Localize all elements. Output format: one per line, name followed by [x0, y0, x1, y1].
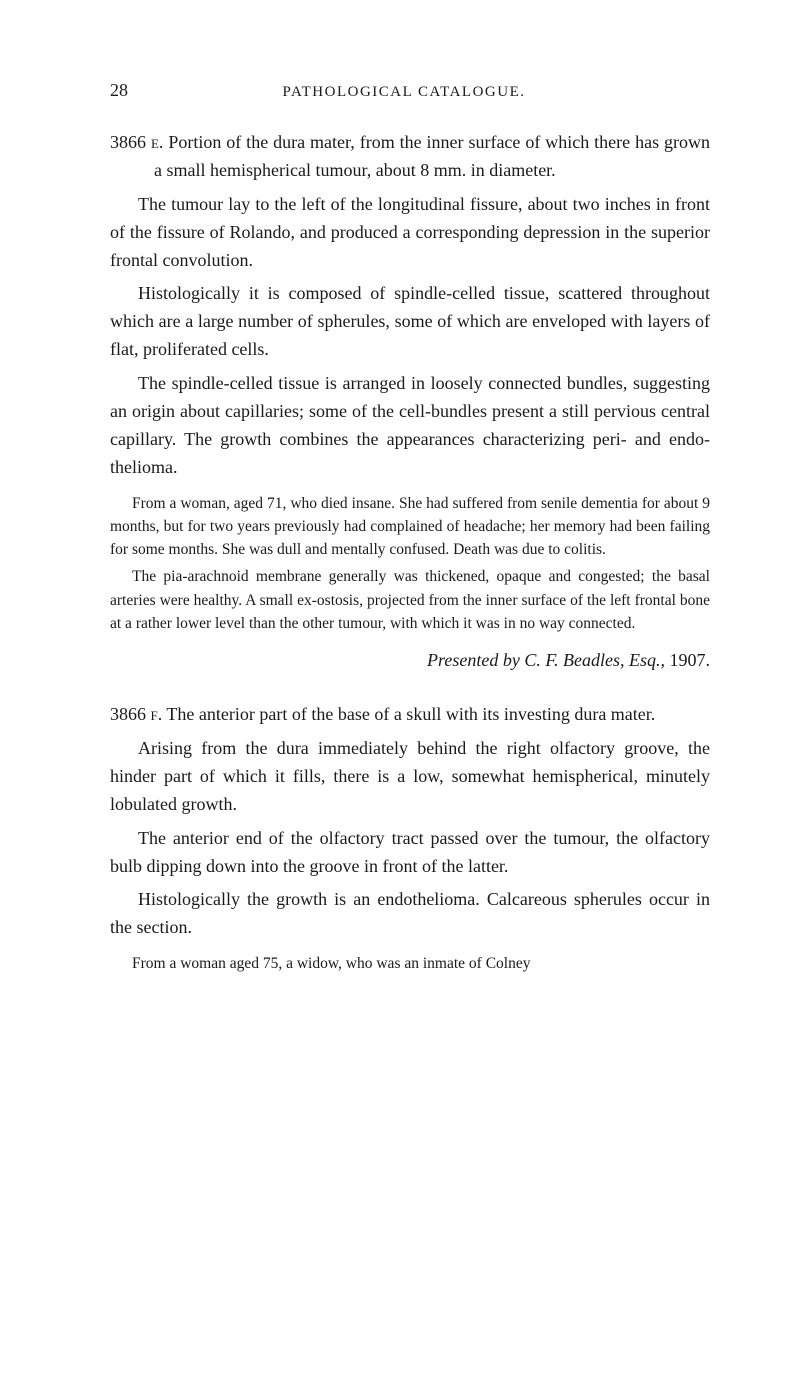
entry-paragraph: The anterior end of the olfactory tract …	[110, 825, 710, 881]
case-note-paragraph: The pia-arachnoid membrane generally was…	[110, 565, 710, 635]
entry-suffix: f	[151, 704, 158, 724]
entry-paragraph: Arising from the dura immediately behind…	[110, 735, 710, 819]
entry-paragraph: 3866 f. The anterior part of the base of…	[110, 701, 710, 729]
entry-text: Portion of the dura mater, from the inne…	[154, 132, 710, 180]
case-note: From a woman, aged 71, who died insane. …	[110, 492, 710, 636]
case-note-paragraph: From a woman aged 75, a widow, who was a…	[110, 952, 710, 975]
entry-paragraph: Histologically it is composed of spindle…	[110, 280, 710, 364]
page-number: 28	[110, 80, 128, 101]
entry-id: 3866	[110, 132, 146, 152]
entry-paragraph: The tumour lay to the left of the longit…	[110, 191, 710, 275]
entry-paragraph: Histologically the growth is an endothel…	[110, 886, 710, 942]
entry-suffix: e	[151, 132, 159, 152]
catalogue-entry: 3866 e. Portion of the dura mater, from …	[110, 129, 710, 675]
presented-text: Presented by C. F. Beadles, Esq.,	[427, 650, 669, 670]
entry-paragraph: 3866 e. Portion of the dura mater, from …	[110, 129, 710, 185]
catalogue-entry: 3866 f. The anterior part of the base of…	[110, 701, 710, 975]
case-note: From a woman aged 75, a widow, who was a…	[110, 952, 710, 975]
running-head: PATHOLOGICAL CATALOGUE.	[128, 84, 680, 101]
presented-line: Presented by C. F. Beadles, Esq., 1907.	[110, 647, 710, 675]
entry-paragraph: The spindle-celled tissue is arranged in…	[110, 370, 710, 482]
page-header: 28 PATHOLOGICAL CATALOGUE.	[110, 80, 710, 101]
document-page: 28 PATHOLOGICAL CATALOGUE. 3866 e. Porti…	[0, 0, 800, 1061]
entry-text: The anterior part of the base of a skull…	[166, 704, 655, 724]
entry-id: 3866	[110, 704, 146, 724]
presented-year: 1907.	[670, 650, 711, 670]
case-note-paragraph: From a woman, aged 71, who died insane. …	[110, 492, 710, 562]
